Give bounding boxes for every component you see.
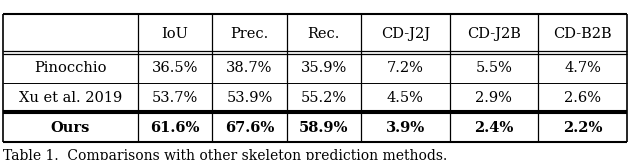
Text: 5.5%: 5.5% bbox=[475, 61, 512, 75]
Text: 2.6%: 2.6% bbox=[564, 91, 601, 105]
Text: Ours: Ours bbox=[51, 121, 90, 135]
Text: 53.9%: 53.9% bbox=[226, 91, 273, 105]
Text: 2.9%: 2.9% bbox=[475, 91, 512, 105]
Text: 2.2%: 2.2% bbox=[563, 121, 602, 135]
Text: 4.5%: 4.5% bbox=[387, 91, 424, 105]
Text: 7.2%: 7.2% bbox=[387, 61, 424, 75]
Text: IoU: IoU bbox=[161, 27, 188, 41]
Text: 4.7%: 4.7% bbox=[564, 61, 601, 75]
Text: 58.9%: 58.9% bbox=[299, 121, 349, 135]
Text: 35.9%: 35.9% bbox=[301, 61, 347, 75]
Text: Table 1.  Comparisons with other skeleton prediction methods.: Table 1. Comparisons with other skeleton… bbox=[3, 149, 447, 160]
Text: CD-J2B: CD-J2B bbox=[467, 27, 521, 41]
Text: Prec.: Prec. bbox=[230, 27, 269, 41]
Text: Rec.: Rec. bbox=[308, 27, 340, 41]
Text: 53.7%: 53.7% bbox=[152, 91, 198, 105]
Text: 55.2%: 55.2% bbox=[301, 91, 347, 105]
Text: 61.6%: 61.6% bbox=[150, 121, 200, 135]
Text: CD-B2B: CD-B2B bbox=[553, 27, 612, 41]
Text: Xu et al. 2019: Xu et al. 2019 bbox=[19, 91, 122, 105]
Text: 38.7%: 38.7% bbox=[226, 61, 273, 75]
Text: Pinocchio: Pinocchio bbox=[34, 61, 107, 75]
Text: 67.6%: 67.6% bbox=[225, 121, 274, 135]
Text: 2.4%: 2.4% bbox=[474, 121, 514, 135]
Text: CD-J2J: CD-J2J bbox=[381, 27, 430, 41]
Text: 3.9%: 3.9% bbox=[386, 121, 425, 135]
Text: 36.5%: 36.5% bbox=[152, 61, 198, 75]
